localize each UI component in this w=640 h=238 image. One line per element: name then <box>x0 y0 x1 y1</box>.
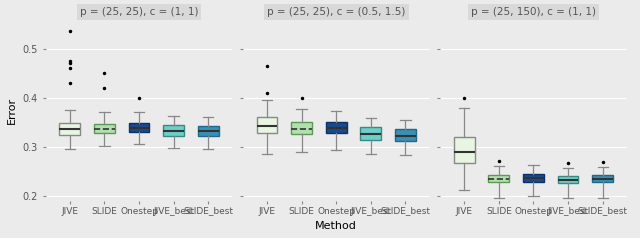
Title: p = (25, 150), c = (1, 1): p = (25, 150), c = (1, 1) <box>471 7 596 17</box>
PathPatch shape <box>291 122 312 134</box>
PathPatch shape <box>523 174 544 182</box>
PathPatch shape <box>557 176 579 183</box>
X-axis label: Method: Method <box>316 221 357 231</box>
PathPatch shape <box>129 123 149 132</box>
PathPatch shape <box>593 175 613 182</box>
PathPatch shape <box>60 123 80 135</box>
PathPatch shape <box>488 175 509 182</box>
Title: p = (25, 25), c = (0.5, 1.5): p = (25, 25), c = (0.5, 1.5) <box>267 7 405 17</box>
PathPatch shape <box>326 122 347 133</box>
Title: p = (25, 25), c = (1, 1): p = (25, 25), c = (1, 1) <box>80 7 198 17</box>
Y-axis label: Error: Error <box>7 96 17 124</box>
PathPatch shape <box>360 127 381 140</box>
PathPatch shape <box>454 137 475 163</box>
PathPatch shape <box>198 126 219 136</box>
PathPatch shape <box>395 129 416 141</box>
PathPatch shape <box>257 117 277 133</box>
PathPatch shape <box>94 124 115 133</box>
PathPatch shape <box>163 125 184 136</box>
